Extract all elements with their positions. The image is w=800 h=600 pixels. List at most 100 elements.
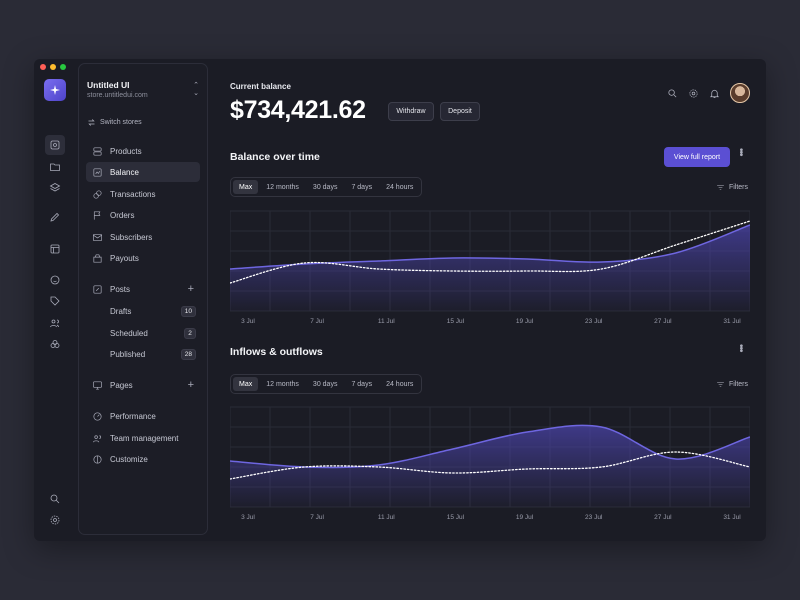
palette-icon [93,454,102,464]
tab-24-hours[interactable]: 24 hours [386,183,414,191]
sidebar-item-label: Performance [110,411,156,421]
x-tick-label: 27 Jul [654,318,672,325]
rail-tag-icon[interactable] [45,291,65,311]
sidebar: Untitled UI store.untitledui.com ⌃ ⌄ Swit… [78,63,208,535]
balance-chart: 3 Jul 7 Jul 11 Jul 15 Jul 19 Jul 23 Jul 27 Jul… [230,210,750,325]
tab-12-months[interactable]: 12 months [266,183,299,191]
top-toolbar [667,83,750,103]
avatar[interactable] [730,83,750,103]
search-icon[interactable] [667,88,678,99]
x-tick-label: 19 Jul [516,318,534,325]
sidebar-item-team-management[interactable]: Team management [86,428,200,448]
filters-button[interactable]: Filters [716,380,748,389]
sidebar-item-label: Transactions [110,189,156,199]
sidebar-item-label: Posts [110,284,131,294]
switch-stores-label: Switch stores [100,119,142,126]
x-tick-label: 31 Jul [723,318,741,325]
sidebar-item-orders[interactable]: Orders [86,205,200,225]
tab-7-days[interactable]: 7 days [351,183,373,191]
sidebar-item-label: Products [110,146,142,156]
add-post-icon[interactable]: + [187,283,194,295]
subscribers-icon [93,233,102,241]
sidebar-item-label: Orders [110,210,135,220]
sidebar-item-balance[interactable]: Balance [86,162,200,182]
monitor-icon [93,380,102,390]
inflows-chart: 3 Jul 7 Jul 11 Jul 15 Jul 19 Jul 23 Jul 27 Jul… [230,406,750,521]
sidebar-subitem-drafts[interactable]: Drafts 10 [110,303,196,319]
posts-icon [93,284,102,294]
close-window-button[interactable] [40,64,46,70]
team-icon [93,434,101,442]
rail-support-icon[interactable] [45,489,65,509]
count-badge: 2 [184,327,196,339]
x-tick-label: 7 Jul [310,318,324,325]
add-page-icon[interactable]: + [187,379,194,391]
tab-7-days[interactable]: 7 days [351,380,373,388]
series-area [230,225,750,311]
comparison-line [230,220,750,284]
rail-settings-icon[interactable] [45,510,65,530]
tab-30-days[interactable]: 30 days [312,183,338,191]
sidebar-item-products[interactable]: Products [86,141,200,161]
tab-30-days[interactable]: 30 days [312,380,338,388]
view-full-report-button[interactable]: View full report [664,147,730,167]
deposit-button[interactable]: Deposit [440,102,480,121]
rail-layout-icon[interactable] [45,239,65,259]
time-range-tabs-1: Max 12 months 30 days 7 days 24 hours [230,177,423,197]
sidebar-item-label: Balance [110,167,139,177]
filters-button[interactable]: Filters [716,183,748,192]
icon-rail [34,59,78,541]
rail-pen-icon[interactable] [45,207,65,227]
sidebar-item-label: Pages [110,380,133,390]
sidebar-item-performance[interactable]: Performance [86,406,200,426]
sidebar-item-transactions[interactable]: Transactions [86,184,200,204]
minimize-window-button[interactable] [50,64,56,70]
sidebar-item-label: Team management [110,433,179,443]
sidebar-item-customize[interactable]: Customize [86,449,200,469]
tab-max[interactable]: Max [233,377,259,391]
bell-icon[interactable] [709,88,720,99]
filter-lines-icon [717,184,724,191]
store-url: store.untitledui.com [87,92,148,99]
sidebar-subitem-label: Drafts [110,306,132,316]
rail-circles-icon[interactable] [45,334,65,354]
filter-lines-icon [717,381,724,388]
balance-over-time-title: Balance over time [230,151,320,163]
tab-12-months[interactable]: 12 months [266,380,299,388]
series-line [230,424,750,469]
payouts-icon [93,253,102,263]
sidebar-item-label: Subscribers [110,232,153,242]
maximize-window-button[interactable] [60,64,66,70]
count-badge: 10 [180,305,196,317]
rail-home-icon[interactable] [45,135,65,155]
x-tick-label: 11 Jul [378,318,395,325]
store-name[interactable]: Untitled UI [87,80,130,90]
sidebar-subitem-published[interactable]: Published 28 [110,346,196,362]
more-options-icon[interactable]: ••• [735,148,746,156]
more-options-icon[interactable]: ••• [735,344,746,352]
sidebar-item-subscribers[interactable]: Subscribers [86,227,200,247]
tab-24-hours[interactable]: 24 hours [386,380,414,388]
switch-arrows-icon [88,119,95,126]
series-line [230,224,750,270]
rail-layers-icon[interactable] [45,178,65,198]
sidebar-subitem-scheduled[interactable]: Scheduled 2 [110,325,196,341]
rail-users-icon[interactable] [45,313,65,333]
x-tick-label: 11 Jul [378,514,395,521]
chevron-updown-icon[interactable]: ⌃ ⌄ [193,82,199,97]
gear-icon[interactable] [688,88,699,99]
app-window: Untitled UI store.untitledui.com ⌃ ⌄ Swit… [34,59,766,541]
x-tick-label: 23 Jul [585,318,603,325]
rail-emoji-icon[interactable] [45,270,65,290]
time-range-tabs-2: Max 12 months 30 days 7 days 24 hours [230,374,423,394]
sidebar-subitem-label: Published [110,349,146,359]
rail-folder-icon[interactable] [45,157,65,177]
sidebar-item-posts[interactable]: Posts + [86,279,200,299]
tab-max[interactable]: Max [233,180,259,194]
withdraw-button[interactable]: Withdraw [388,102,434,121]
logo-icon[interactable] [44,79,66,101]
sidebar-item-pages[interactable]: Pages + [86,375,200,395]
switch-stores-link[interactable]: Switch stores [87,118,142,127]
window-controls [40,64,66,70]
sidebar-item-payouts[interactable]: Payouts [86,248,200,268]
